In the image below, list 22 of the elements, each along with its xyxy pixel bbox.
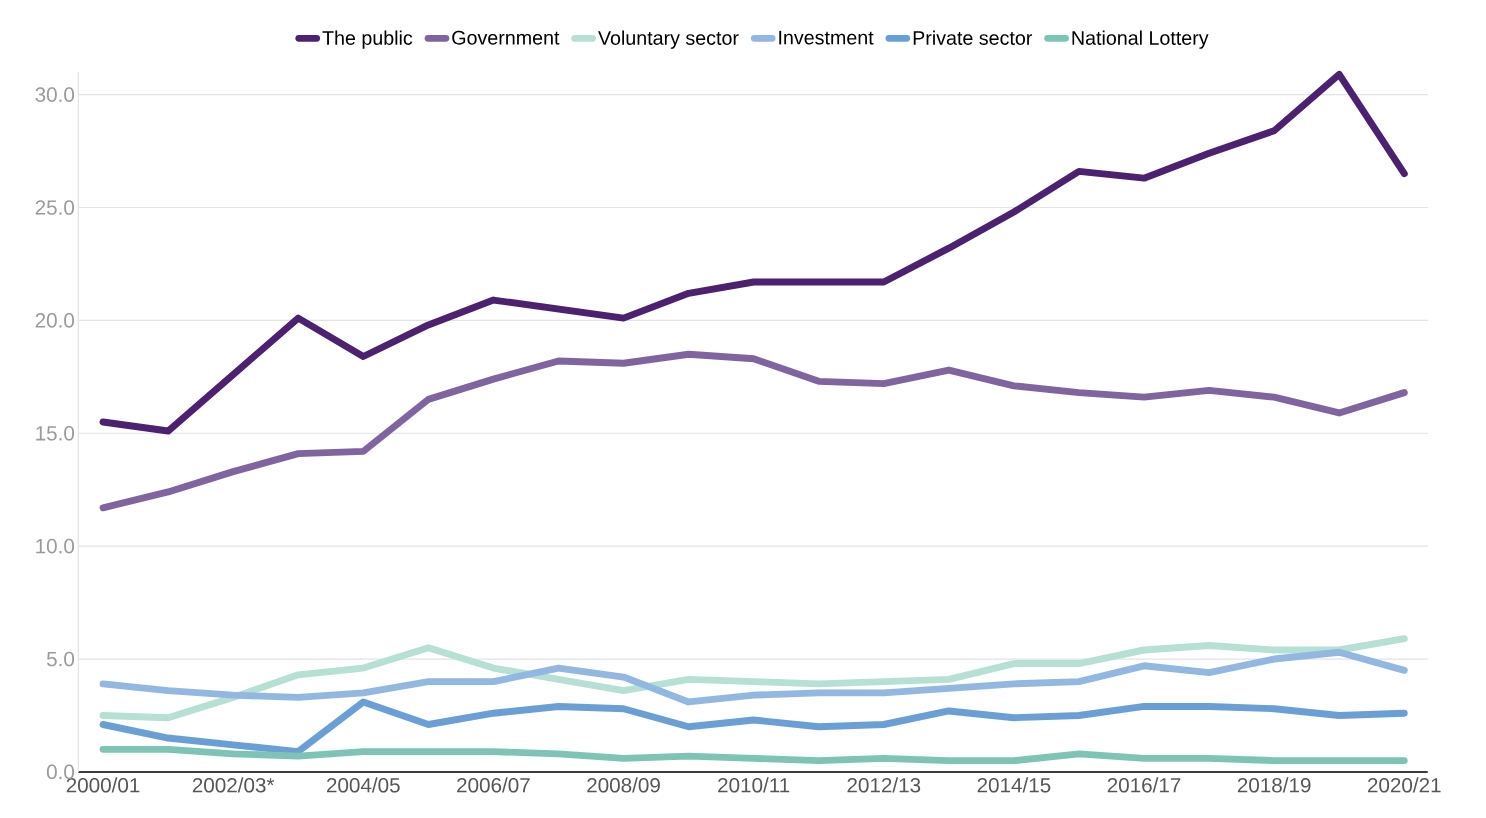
y-tick-label: 15.0: [36, 425, 75, 441]
legend-label: Investment: [779, 30, 874, 45]
legend-label: National Lottery: [1072, 30, 1209, 49]
y-tick-label: 25.0: [35, 200, 75, 215]
x-tick-label: 2020/21: [1367, 777, 1441, 793]
x-tick-label: 2016/17: [1107, 777, 1181, 793]
x-tick-label: 2014/15: [977, 777, 1051, 793]
x-tick-label: 2006/07: [457, 777, 530, 793]
y-tick-label: 10.0: [36, 538, 75, 554]
y-tick-label: 20.0: [35, 312, 75, 328]
x-tick-label: 2012/13: [847, 777, 921, 793]
legend-label: Voluntary sector: [598, 30, 739, 49]
legend-label: Private sector: [913, 30, 1033, 45]
x-tick-label: 2002/03*: [192, 777, 275, 793]
x-tick-label: 2018/19: [1237, 777, 1311, 793]
x-tick-label: 2010/11: [718, 777, 790, 793]
legend-label: The public: [322, 30, 413, 49]
x-tick-label: 2008/09: [587, 777, 660, 793]
x-tick-label: 2004/05: [327, 777, 400, 793]
legend-label: Government: [452, 30, 560, 45]
y-tick-label: 30.0: [35, 87, 75, 102]
y-tick-label: 5.0: [46, 651, 75, 667]
